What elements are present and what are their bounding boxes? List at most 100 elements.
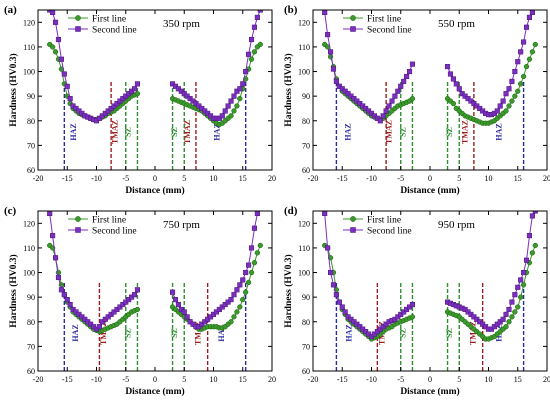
data-point	[131, 86, 138, 92]
data-point	[503, 324, 509, 330]
data-point	[322, 211, 328, 217]
x-axis-label: Distance (mm)	[125, 386, 184, 397]
data-point	[134, 91, 141, 97]
data-point	[240, 81, 246, 87]
series-second-line	[47, 10, 263, 124]
data-point	[509, 314, 515, 320]
data-point	[386, 103, 392, 109]
data-point	[503, 311, 509, 317]
series-first-line	[47, 242, 263, 335]
data-point	[61, 71, 67, 77]
data-point	[237, 86, 243, 92]
y-tick-label: 120	[23, 18, 35, 27]
legend-marker	[75, 227, 81, 233]
data-point	[243, 289, 249, 295]
data-point	[175, 301, 181, 308]
zone-label: TMAZ	[111, 120, 120, 144]
x-tick-label: -5	[397, 375, 404, 384]
data-point	[53, 19, 59, 25]
data-point	[248, 245, 255, 251]
data-point	[248, 269, 255, 276]
data-point	[231, 292, 237, 298]
series-second-line	[322, 10, 538, 124]
data-point	[515, 59, 521, 65]
chart-panel-4: HAZTMAZSZSZTMAZHAZ-20-15-10-505101520607…	[283, 205, 550, 397]
chart-panel-1: HAZ TMAZ SZ SZ TMAZ HAZ-20 -15 -10 -5 0 5 10 15 20607…	[4, 4, 276, 196]
zone-label: TMAZ	[183, 120, 192, 144]
data-point	[515, 304, 521, 310]
data-point	[521, 269, 527, 276]
y-tick-label: 90	[302, 92, 310, 101]
chart-panel-2: HAZ TMAZ SZ SZ TMAZ HAZ -20 -15 -10 -5 0 5 10 15 20 60 7…	[283, 4, 550, 196]
data-point	[237, 95, 243, 102]
data-point	[450, 100, 457, 107]
y-tick-label: 100	[298, 269, 310, 278]
data-point	[134, 81, 140, 87]
data-point	[237, 304, 243, 310]
data-point	[523, 24, 530, 30]
legend-label: First line	[367, 216, 401, 226]
legend-marker	[350, 15, 356, 21]
x-tick-label: 10	[210, 375, 218, 384]
data-point	[398, 83, 404, 89]
data-point	[251, 49, 258, 55]
y-tick-label: 60	[27, 166, 35, 175]
y-axis-label: Hardness (HV0.3)	[8, 254, 19, 327]
data-point	[383, 108, 389, 114]
data-point	[55, 36, 62, 43]
x-tick-label: 5	[457, 174, 461, 183]
data-point	[515, 284, 521, 290]
x-tick-label: 0	[428, 375, 432, 384]
data-point	[512, 93, 518, 99]
data-point	[409, 301, 415, 308]
data-point	[342, 309, 348, 315]
data-point	[64, 297, 70, 303]
data-point	[333, 292, 339, 298]
x-tick-label: -15	[337, 174, 348, 183]
legend-label: Second line	[367, 227, 412, 237]
data-point	[497, 103, 503, 109]
data-point	[500, 98, 506, 104]
data-point	[447, 71, 454, 77]
data-point	[134, 306, 141, 313]
data-point	[251, 24, 257, 30]
y-tick-label: 120	[298, 18, 310, 27]
x-tick-label: -20	[308, 174, 319, 183]
data-point	[392, 93, 398, 99]
y-tick-label: 110	[23, 43, 35, 52]
data-point	[58, 287, 64, 293]
x-tick-label: 0	[153, 174, 157, 183]
legend-label: Second line	[92, 227, 137, 237]
data-point	[50, 233, 56, 239]
panel-title: 950 rpm	[438, 219, 475, 231]
data-point	[336, 299, 342, 305]
data-point	[409, 95, 416, 102]
x-tick-label: 15	[239, 375, 247, 384]
x-tick-label: 15	[239, 174, 247, 183]
zone-label: SZ	[445, 127, 454, 137]
data-point	[254, 250, 261, 256]
legend-marker	[75, 26, 81, 32]
data-point	[532, 10, 538, 11]
legend-label: Second line	[92, 26, 137, 36]
x-tick-label: 20	[268, 375, 276, 384]
legend-label: First line	[367, 15, 401, 25]
data-point	[181, 309, 187, 315]
data-point	[523, 257, 530, 263]
data-point	[234, 309, 240, 315]
data-point	[254, 14, 260, 20]
legend-marker	[75, 216, 81, 222]
y-tick-label: 100	[298, 68, 310, 77]
panel-title: 550 rpm	[438, 18, 475, 30]
data-point	[251, 260, 258, 266]
data-point	[529, 213, 535, 219]
series-second-line	[47, 211, 263, 332]
data-point	[67, 301, 73, 308]
data-point	[237, 282, 243, 288]
data-point	[50, 10, 56, 16]
y-tick-label: 70	[302, 141, 310, 150]
data-point	[518, 49, 524, 55]
data-point	[389, 98, 395, 104]
data-point	[518, 277, 524, 283]
data-point	[404, 73, 410, 80]
